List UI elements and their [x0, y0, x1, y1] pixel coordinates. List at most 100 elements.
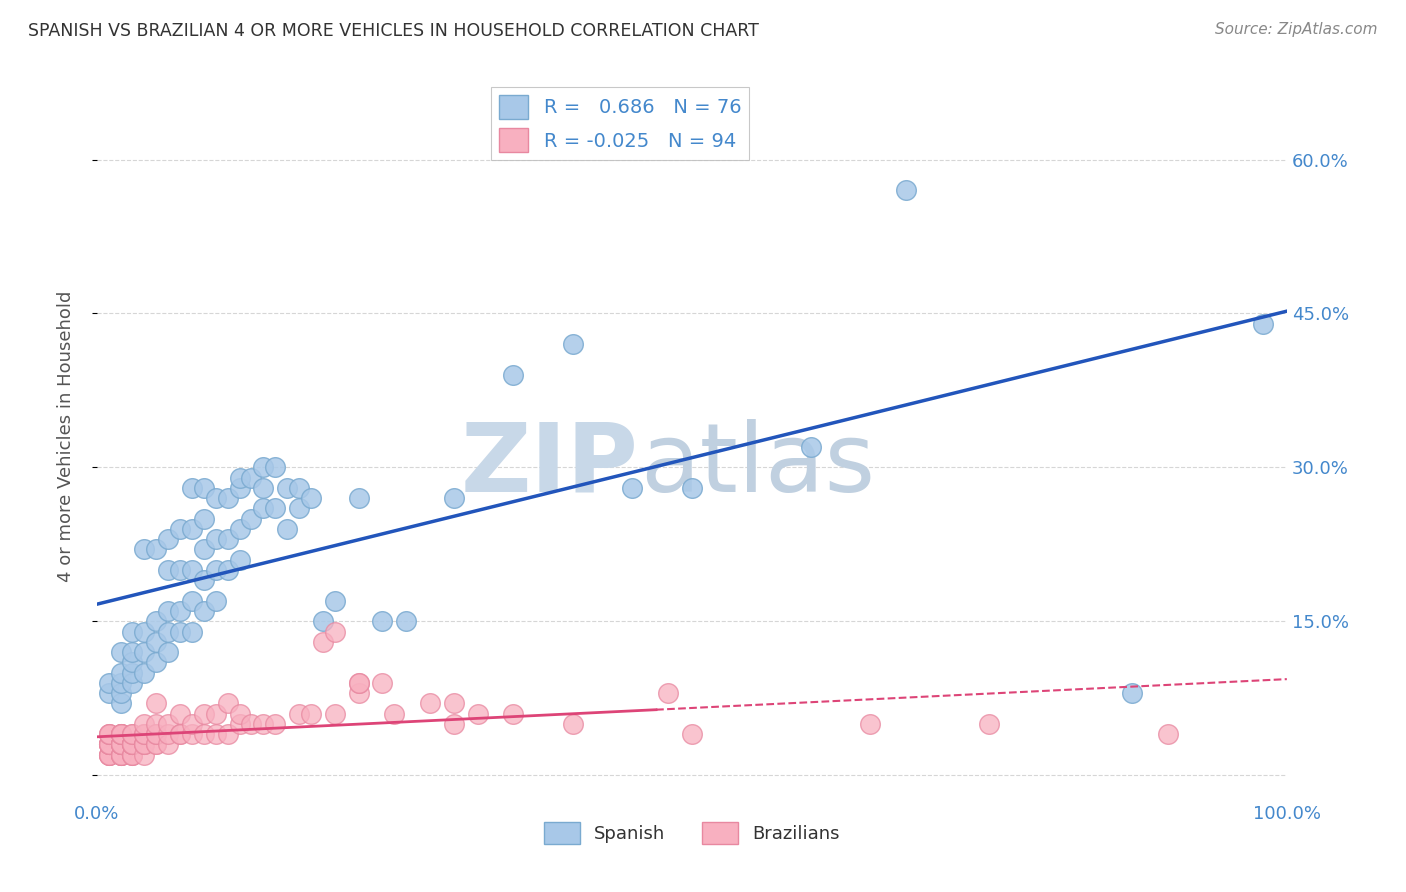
Point — [502, 706, 524, 721]
Point — [110, 727, 132, 741]
Point — [371, 676, 394, 690]
Point — [180, 594, 202, 608]
Point — [312, 635, 335, 649]
Point — [110, 645, 132, 659]
Point — [347, 676, 370, 690]
Point — [121, 665, 143, 680]
Point — [157, 624, 180, 639]
Point — [157, 727, 180, 741]
Point — [228, 717, 250, 731]
Point — [502, 368, 524, 382]
Point — [323, 624, 346, 639]
Point — [134, 738, 156, 752]
Point — [145, 727, 167, 741]
Point — [240, 470, 263, 484]
Point — [110, 738, 132, 752]
Point — [217, 563, 239, 577]
Point — [217, 491, 239, 505]
Point — [252, 717, 274, 731]
Point — [217, 697, 239, 711]
Point — [347, 686, 370, 700]
Point — [157, 738, 180, 752]
Point — [252, 501, 274, 516]
Point — [110, 727, 132, 741]
Point — [97, 676, 120, 690]
Point — [110, 738, 132, 752]
Point — [110, 738, 132, 752]
Point — [121, 656, 143, 670]
Point — [110, 747, 132, 762]
Point — [145, 717, 167, 731]
Point — [169, 727, 191, 741]
Point — [145, 738, 167, 752]
Point — [134, 727, 156, 741]
Point — [180, 624, 202, 639]
Point — [193, 574, 215, 588]
Point — [169, 624, 191, 639]
Point — [97, 738, 120, 752]
Point — [121, 676, 143, 690]
Point — [193, 481, 215, 495]
Text: atlas: atlas — [641, 419, 876, 512]
Point — [193, 706, 215, 721]
Point — [110, 738, 132, 752]
Point — [121, 645, 143, 659]
Point — [121, 738, 143, 752]
Point — [217, 727, 239, 741]
Point — [110, 738, 132, 752]
Point — [276, 481, 298, 495]
Point — [121, 747, 143, 762]
Point — [228, 522, 250, 536]
Point — [134, 624, 156, 639]
Point — [134, 738, 156, 752]
Point — [169, 604, 191, 618]
Point — [169, 522, 191, 536]
Point — [180, 522, 202, 536]
Point — [1121, 686, 1143, 700]
Point — [240, 511, 263, 525]
Point — [228, 553, 250, 567]
Point — [121, 738, 143, 752]
Point — [110, 665, 132, 680]
Point — [347, 676, 370, 690]
Point — [134, 645, 156, 659]
Point — [180, 717, 202, 731]
Point — [276, 522, 298, 536]
Point — [97, 686, 120, 700]
Point — [157, 563, 180, 577]
Point — [145, 635, 167, 649]
Point — [561, 717, 583, 731]
Point — [193, 604, 215, 618]
Point — [252, 460, 274, 475]
Point — [110, 727, 132, 741]
Point — [240, 717, 263, 731]
Point — [97, 738, 120, 752]
Point — [110, 676, 132, 690]
Point — [134, 542, 156, 557]
Point — [110, 727, 132, 741]
Point — [204, 727, 226, 741]
Point — [217, 533, 239, 547]
Point — [264, 717, 287, 731]
Point — [121, 747, 143, 762]
Point — [134, 738, 156, 752]
Point — [323, 594, 346, 608]
Point — [121, 738, 143, 752]
Point — [681, 481, 703, 495]
Point — [859, 717, 882, 731]
Point — [252, 481, 274, 495]
Point — [134, 665, 156, 680]
Point — [443, 717, 465, 731]
Point — [169, 727, 191, 741]
Point — [180, 563, 202, 577]
Point — [97, 747, 120, 762]
Y-axis label: 4 or more Vehicles in Household: 4 or more Vehicles in Household — [58, 291, 75, 582]
Point — [121, 727, 143, 741]
Point — [145, 738, 167, 752]
Text: SPANISH VS BRAZILIAN 4 OR MORE VEHICLES IN HOUSEHOLD CORRELATION CHART: SPANISH VS BRAZILIAN 4 OR MORE VEHICLES … — [28, 22, 759, 40]
Point — [145, 727, 167, 741]
Point — [561, 337, 583, 351]
Point — [180, 481, 202, 495]
Point — [800, 440, 823, 454]
Point — [157, 717, 180, 731]
